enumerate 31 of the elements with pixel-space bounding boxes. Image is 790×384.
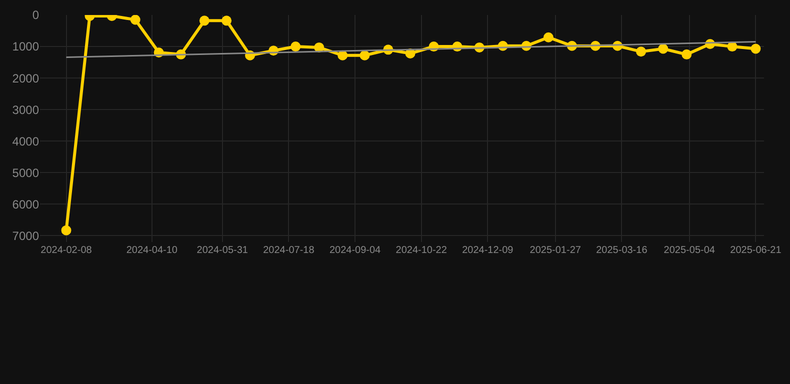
x-tick-label: 2025-01-27	[530, 245, 582, 256]
x-tick-label: 2025-03-16	[596, 245, 648, 256]
point	[61, 225, 72, 236]
point	[314, 42, 324, 52]
x-tick-label: 2024-04-10	[126, 245, 178, 256]
point	[199, 16, 210, 26]
point	[130, 15, 140, 25]
x-tick-label: 2024-02-08	[40, 245, 92, 256]
y-tick-label: 5000	[12, 166, 40, 180]
y-tick-label: 7000	[12, 228, 40, 243]
point	[543, 32, 554, 42]
point	[222, 16, 232, 26]
point	[360, 50, 370, 60]
x-tick-label: 2025-05-04	[664, 245, 716, 256]
y-tick-label: 6000	[12, 197, 40, 212]
y-tick-label: 2000	[12, 71, 40, 86]
x-tick-label: 2024-10-22	[396, 245, 448, 256]
point	[636, 46, 646, 57]
y-tick-label: 3000	[12, 102, 40, 117]
x-tick-label: 2024-05-31	[196, 245, 248, 256]
point	[290, 42, 301, 52]
x-tick-label: 2024-07-18	[263, 245, 315, 256]
point	[658, 44, 668, 54]
point	[750, 44, 761, 54]
x-tick-label: 2024-12-09	[462, 245, 514, 256]
y-tick-label: 1000	[12, 40, 40, 54]
point	[682, 49, 692, 60]
y-tick-label: 0	[32, 8, 40, 22]
x-tick-label: 2025-06-21	[730, 245, 782, 256]
x-tick-label: 2024-09-04	[329, 245, 382, 256]
y-tick-label: 4000	[12, 134, 40, 148]
